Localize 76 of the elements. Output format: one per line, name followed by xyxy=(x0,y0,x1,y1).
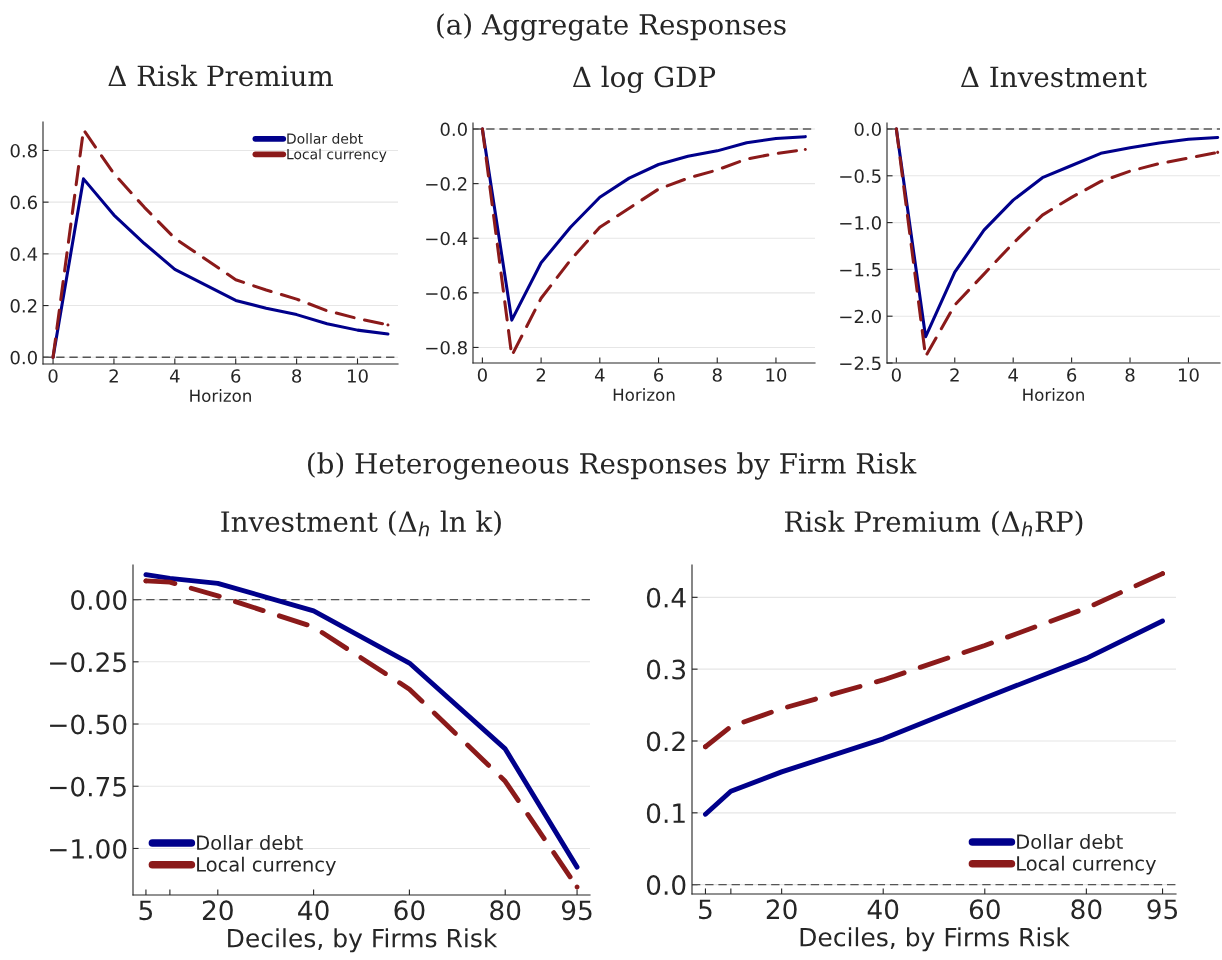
y-tick-label: −1.0 xyxy=(840,216,881,230)
x-tick-label: 95 xyxy=(561,900,592,921)
x-tick-label: 0 xyxy=(891,368,901,382)
x-tick-label: 8 xyxy=(1125,368,1135,382)
x-axis-title: Deciles, by Firms Risk xyxy=(800,927,1070,952)
y-tick-label: 0.2 xyxy=(646,731,685,752)
x-tick-label: 40 xyxy=(867,899,899,920)
x-tick-label: 2 xyxy=(536,368,546,382)
legend-label: Local currency xyxy=(197,856,336,876)
x-tick-label: 0 xyxy=(477,368,487,382)
x-tick-label: 8 xyxy=(712,368,722,382)
x-tick-label: 5 xyxy=(139,900,153,921)
x-tick-label: 2 xyxy=(109,369,118,383)
x-tick-label: 6 xyxy=(231,369,241,383)
x-tick-label: 20 xyxy=(766,899,797,920)
legend-label: Local currency xyxy=(1017,855,1156,875)
x-tick-label: 10 xyxy=(1178,368,1199,382)
y-tick-label: 0.3 xyxy=(646,659,686,680)
y-tick-label: −2.0 xyxy=(840,309,881,324)
chart-title: Risk Premium (Δ$_{h}$RP) xyxy=(784,510,1083,537)
legend-label: Dollar debt xyxy=(197,835,303,851)
chart-title: Investment (Δ$_{h}$ ln k) xyxy=(221,510,501,537)
y-tick-label: 0.6 xyxy=(10,195,37,210)
y-tick-label: 0.8 xyxy=(10,143,37,158)
y-tick-label: 0.4 xyxy=(10,247,38,261)
y-tick-label: 0.0 xyxy=(440,122,467,137)
y-tick-label: 0.0 xyxy=(854,122,881,137)
x-tick-label: 80 xyxy=(1071,899,1102,920)
x-axis-title: Horizon xyxy=(190,389,251,403)
y-tick-label: −0.5 xyxy=(840,169,881,183)
y-tick-label: 0.2 xyxy=(10,299,37,313)
y-tick-label: −0.2 xyxy=(426,177,467,191)
x-tick-label: 8 xyxy=(292,369,302,383)
y-tick-label: −0.50 xyxy=(50,714,127,735)
x-tick-label: 10 xyxy=(766,368,787,382)
y-tick-label: 0.0 xyxy=(646,875,686,896)
chart-title: Δ Risk Premium xyxy=(108,64,333,87)
x-axis-title: Horizon xyxy=(1023,388,1084,402)
y-tick-label: −0.75 xyxy=(50,776,126,797)
x-axis-title: Deciles, by Firms Risk xyxy=(228,928,498,953)
x-tick-label: 6 xyxy=(654,368,664,382)
y-tick-label: −0.6 xyxy=(426,286,467,300)
x-tick-label: 2 xyxy=(950,368,959,382)
x-tick-label: 4 xyxy=(594,368,605,382)
x-tick-label: 80 xyxy=(490,900,521,921)
x-tick-label: 4 xyxy=(169,369,180,383)
text: (a) Aggregate Responses xyxy=(437,13,786,41)
y-tick-label: −2.5 xyxy=(840,356,881,371)
x-tick-label: 0 xyxy=(48,369,58,383)
y-tick-label: −1.5 xyxy=(840,263,881,277)
chart-title: Δ Investment xyxy=(960,66,1147,88)
y-tick-label: −0.8 xyxy=(426,340,467,355)
x-tick-label: 10 xyxy=(348,369,368,383)
chart-title: Δ log GDP xyxy=(572,65,716,94)
x-tick-label: 6 xyxy=(1067,368,1077,382)
line-series xyxy=(703,618,1165,817)
legend-label: Dollar debt xyxy=(1017,834,1123,850)
line-series xyxy=(703,571,1165,750)
legend-label: Local currency xyxy=(287,148,387,163)
y-tick-label: −1.00 xyxy=(50,838,127,859)
x-tick-label: 60 xyxy=(394,900,425,921)
x-tick-label: 20 xyxy=(202,900,233,921)
y-tick-label: −0.4 xyxy=(426,231,468,246)
x-tick-label: 40 xyxy=(298,900,329,921)
y-tick-label: −0.25 xyxy=(50,652,126,673)
x-tick-label: 95 xyxy=(1147,899,1178,920)
y-tick-label: 0.1 xyxy=(646,803,685,824)
legend-label: Dollar debt xyxy=(287,133,363,144)
text: (b) Heterogeneous Responses by Firm Risk xyxy=(308,452,917,480)
x-tick-label: 60 xyxy=(969,899,1000,920)
y-tick-label: 0.00 xyxy=(71,590,127,610)
x-tick-label: 5 xyxy=(699,899,712,920)
y-tick-label: 0.4 xyxy=(646,587,686,608)
x-axis-title: Horizon xyxy=(613,388,675,402)
y-tick-label: 0.0 xyxy=(10,350,37,365)
x-tick-label: 4 xyxy=(1008,368,1018,382)
